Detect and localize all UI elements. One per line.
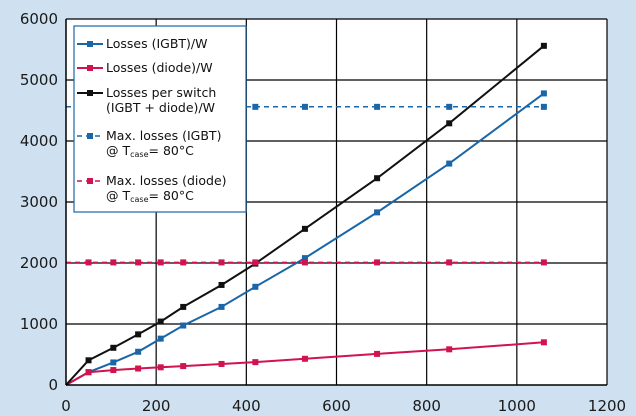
x-tick-label: 0 (61, 397, 71, 415)
data-point-diode (85, 369, 92, 376)
y-tick-label: 2000 (20, 254, 58, 272)
data-point-igbt (218, 303, 225, 310)
data-point-max-igbt (374, 103, 381, 110)
data-point-diode (540, 339, 547, 346)
legend-label-max-igbt-at: @ T (106, 143, 130, 158)
y-tick-label: 4000 (20, 132, 58, 150)
y-tick-label: 3000 (20, 193, 58, 211)
data-point-per-switch (374, 175, 381, 182)
data-point-diode (180, 363, 187, 370)
legend-entry-max-diode: Max. losses (diode) @ Tcase= 80°C (77, 173, 227, 204)
data-point-max-diode (540, 259, 547, 266)
data-point-diode (157, 364, 164, 371)
data-point-max-igbt (252, 103, 259, 110)
data-point-igbt (110, 359, 117, 366)
x-tick-label: 400 (232, 397, 261, 415)
data-point-per-switch (110, 344, 117, 351)
legend-entry-igbt: Losses (IGBT)/W (77, 36, 208, 51)
data-point-per-switch (135, 331, 142, 338)
legend-label-max-diode-sub: case (130, 195, 148, 204)
data-point-max-diode (180, 259, 187, 266)
data-point-max-diode (301, 259, 308, 266)
data-point-max-diode (374, 259, 381, 266)
legend: Losses (IGBT)/W Losses (diode)/W Losses … (73, 25, 247, 213)
data-point-igbt (540, 90, 547, 97)
legend-marker-diode (87, 65, 93, 71)
legend-label-max-diode-line1: Max. losses (diode) (106, 173, 227, 188)
legend-marker-per-switch (87, 90, 93, 96)
data-point-per-switch (301, 225, 308, 232)
legend-label-max-diode-temp: = 80°C (149, 188, 195, 203)
data-point-igbt (446, 160, 453, 167)
data-point-igbt (157, 335, 164, 342)
data-point-max-diode (85, 259, 92, 266)
y-tick-label: 0 (48, 376, 58, 394)
legend-label-max-igbt-temp: = 80°C (149, 143, 195, 158)
data-point-per-switch (218, 281, 225, 288)
data-point-diode (110, 367, 117, 374)
data-point-igbt (252, 283, 259, 290)
data-point-per-switch (540, 42, 547, 49)
data-point-diode (446, 346, 453, 353)
data-point-diode (218, 360, 225, 367)
x-tick-label: 1000 (498, 397, 536, 415)
legend-entry-diode: Losses (diode)/W (77, 60, 213, 75)
axes (65, 19, 607, 386)
data-point-max-diode (135, 259, 142, 266)
legend-label-max-diode-line2: @ Tcase= 80°C (106, 188, 194, 204)
data-point-diode (135, 365, 142, 372)
data-point-max-igbt (540, 103, 547, 110)
data-point-diode (301, 355, 308, 362)
legend-marker-max-diode (87, 178, 93, 184)
data-point-per-switch (446, 120, 453, 127)
y-tick-label: 1000 (20, 315, 58, 333)
legend-label-igbt: Losses (IGBT)/W (106, 36, 208, 51)
data-point-igbt (374, 209, 381, 216)
data-point-max-diode (446, 259, 453, 266)
legend-label-per-switch-line2: (IGBT + diode)/W (106, 100, 215, 115)
legend-entry-per-switch: Losses per switch (IGBT + diode)/W (77, 85, 216, 115)
legend-label-per-switch-line1: Losses per switch (106, 85, 216, 100)
data-point-igbt (301, 255, 308, 262)
series-line-per-switch (65, 45, 545, 386)
legend-label-max-igbt-sub: case (130, 150, 148, 159)
legend-marker-igbt (87, 41, 93, 47)
data-point-max-diode (157, 259, 164, 266)
legend-entry-max-igbt: Max. losses (IGBT) @ Tcase= 80°C (77, 128, 221, 159)
data-point-per-switch (157, 318, 164, 325)
series-max-diode (66, 259, 547, 266)
data-point-max-diode (252, 259, 259, 266)
legend-label-max-igbt-line1: Max. losses (IGBT) (106, 128, 221, 143)
x-tick-label: 1200 (588, 397, 626, 415)
y-tick-label: 5000 (20, 71, 58, 89)
series-line-igbt (65, 92, 545, 386)
x-tick-label: 800 (412, 397, 441, 415)
data-point-igbt (135, 348, 142, 355)
tick-labels: 0 200 400 600 800 1000 1200 0 1000 2000 3000 4000 50… (20, 10, 626, 415)
legend-label-diode: Losses (diode)/W (106, 60, 213, 75)
data-point-max-igbt (301, 103, 308, 110)
data-point-per-switch (180, 303, 187, 310)
y-tick-label: 6000 (20, 10, 58, 28)
data-point-max-igbt (446, 103, 453, 110)
series-line-diode (65, 341, 544, 386)
data-point-max-diode (110, 259, 117, 266)
data-point-per-switch (85, 357, 92, 364)
legend-marker-max-igbt (87, 133, 93, 139)
data-point-igbt (180, 322, 187, 329)
legend-label-max-diode-at: @ T (106, 188, 130, 203)
x-tick-label: 200 (142, 397, 171, 415)
series-per-switch (65, 42, 547, 386)
series-diode (65, 339, 547, 386)
data-point-max-diode (218, 259, 225, 266)
legend-label-max-igbt-line2: @ Tcase= 80°C (106, 143, 194, 159)
data-point-diode (252, 359, 259, 366)
x-tick-label: 600 (322, 397, 351, 415)
legend-box (73, 25, 247, 213)
data-point-diode (374, 350, 381, 357)
